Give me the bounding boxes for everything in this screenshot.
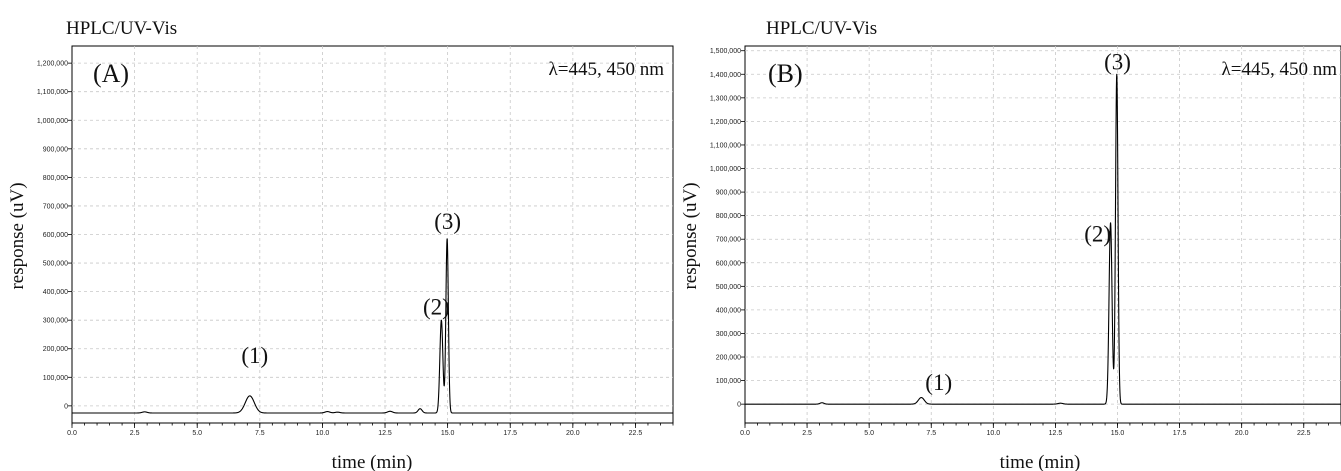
y-axis-title: response (uV) [7,182,28,289]
x-tick-label: 0.0 [740,430,750,437]
x-axis-title: time (min) [332,452,413,471]
peak-labels: (1) (2) (3) [241,209,461,368]
y-tick-label: 0 [64,403,68,410]
y-tick-label: 700,000 [716,237,741,244]
y-tick-label: 800,000 [43,175,68,182]
chromatogram-trace [744,73,1341,405]
y-tick-label: 1,000,000 [37,118,68,125]
axis-ticks: 0.0 2.5 5.0 7.5 10.0 12.5 15.0 17.5 20.0 22.5 0 100… [37,61,674,437]
y-tick-label: 200,000 [43,346,68,353]
x-tick-label: 12.5 [378,430,392,437]
y-tick-label: 1,000,000 [710,166,741,173]
y-tick-label: 1,200,000 [710,119,741,126]
x-tick-label: 7.5 [255,430,265,437]
chromatogram-trace [71,238,674,414]
x-axis-title: time (min) [1000,452,1081,471]
y-axis-title: response (uV) [680,182,701,289]
peak-label: (3) [1104,50,1131,75]
y-tick-label: 500,000 [716,284,741,291]
x-tick-label: 12.5 [1049,430,1063,437]
panel-label: (B) [768,59,803,88]
y-tick-label: 1,100,000 [37,89,68,96]
y-tick-label: 700,000 [43,203,68,210]
chart-title: HPLC/UV-Vis [766,18,877,39]
chart-panel-a: HPLC/UV-Vis 0.0 2.5 5.0 7.5 10.0 12.5 15.0 17.5… [7,18,674,471]
plot-area [744,45,1341,424]
y-tick-label: 0 [737,402,741,409]
x-tick-label: 7.5 [926,430,936,437]
axis-ticks: 0.0 2.5 5.0 7.5 10.0 12.5 15.0 17.5 20.0 22.5 0 100… [710,48,1341,437]
peak-label: (1) [925,370,952,395]
x-tick-label: 2.5 [130,430,140,437]
grid [745,46,1341,423]
y-tick-label: 500,000 [43,261,68,268]
x-tick-label: 17.5 [1173,430,1187,437]
x-tick-label: 5.0 [192,430,202,437]
x-tick-label: 10.0 [987,430,1001,437]
x-tick-label: 20.0 [566,430,580,437]
x-tick-label: 22.5 [1297,430,1311,437]
x-tick-label: 0.0 [67,430,77,437]
y-tick-label: 800,000 [716,213,741,220]
x-tick-label: 22.5 [629,430,643,437]
y-tick-label: 100,000 [716,378,741,385]
y-tick-label: 1,200,000 [37,61,68,68]
x-tick-label: 17.5 [503,430,517,437]
peak-label: (3) [434,209,461,234]
y-tick-label: 900,000 [716,190,741,197]
y-tick-label: 1,300,000 [710,95,741,102]
grid [72,46,673,423]
y-tick-label: 100,000 [43,375,68,382]
peak-label: (2) [1084,222,1111,247]
chart-panel-b: HPLC/UV-Vis 0.0 2.5 5.0 7.5 10.0 12.5 15.0 17.5… [680,18,1341,471]
peak-labels: (1) (2) (3) [925,50,1131,395]
wavelength-annotation: λ=445, 450 nm [1222,59,1338,80]
x-tick-label: 15.0 [1111,430,1125,437]
x-tick-label: 20.0 [1235,430,1249,437]
y-tick-label: 300,000 [43,318,68,325]
panel-label: (A) [93,59,129,88]
y-tick-label: 1,400,000 [710,72,741,79]
y-tick-label: 400,000 [43,289,68,296]
y-tick-label: 200,000 [716,355,741,362]
wavelength-annotation: λ=445, 450 nm [549,59,665,80]
x-tick-label: 2.5 [802,430,812,437]
y-tick-label: 400,000 [716,307,741,314]
x-tick-label: 5.0 [864,430,874,437]
peak-label: (1) [241,343,268,368]
y-tick-label: 900,000 [43,146,68,153]
chart-title: HPLC/UV-Vis [66,18,177,39]
y-tick-label: 1,500,000 [710,48,741,55]
y-tick-label: 600,000 [43,232,68,239]
peak-label: (2) [423,294,450,319]
y-tick-label: 1,100,000 [710,142,741,149]
y-tick-label: 300,000 [716,331,741,338]
x-tick-label: 15.0 [441,430,455,437]
x-tick-label: 10.0 [316,430,330,437]
y-tick-label: 600,000 [716,260,741,267]
